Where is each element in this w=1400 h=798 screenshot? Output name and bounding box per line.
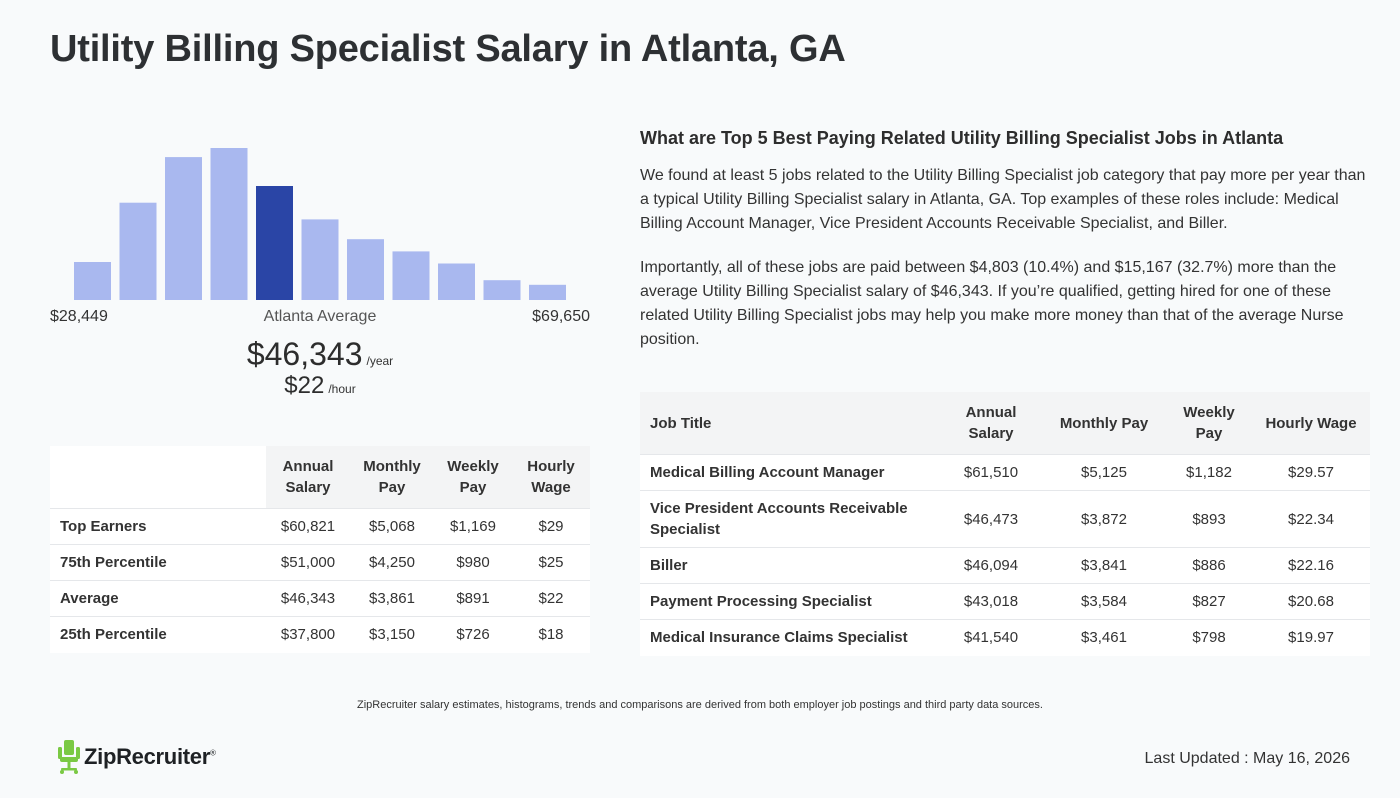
ziprecruiter-logo[interactable]: ZipRecruiter® [58, 740, 216, 774]
hourly-cell: $19.97 [1252, 619, 1370, 656]
hourly-cell: $29.57 [1252, 454, 1370, 491]
histogram-bar [392, 251, 430, 300]
annual-cell: $46,343 [266, 580, 350, 617]
hourly-cell: $22.34 [1252, 490, 1370, 548]
table-row: 75th Percentile $51,000 $4,250 $980 $25 [50, 544, 590, 581]
hourly-cell: $29 [512, 508, 590, 545]
jobs-header-title: Job Title [640, 392, 940, 455]
table-row: Vice President Accounts Receivable Speci… [640, 490, 1370, 548]
table-row: Average $46,343 $3,861 $891 $22 [50, 580, 590, 617]
monthly-cell: $3,461 [1042, 619, 1166, 656]
percentile-header-annual: Annual Salary [266, 446, 350, 509]
annual-salary-value: $46,343 [246, 336, 363, 372]
annual-cell: $60,821 [266, 508, 350, 545]
percentile-table: Annual Salary Monthly Pay Weekly Pay Hou… [50, 446, 590, 653]
percentile-label: 75th Percentile [50, 544, 266, 581]
related-jobs-paragraph-1: We found at least 5 jobs related to the … [640, 167, 1366, 232]
percentile-header-monthly: Monthly Pay [350, 446, 434, 509]
annual-salary-unit: /year [366, 354, 394, 368]
weekly-cell: $1,182 [1166, 454, 1252, 491]
weekly-cell: $726 [434, 616, 512, 653]
percentile-label: 25th Percentile [50, 616, 266, 653]
annual-cell: $41,540 [940, 619, 1042, 656]
hourly-salary-display: $22/hour [50, 372, 590, 400]
weekly-cell: $891 [434, 580, 512, 617]
monthly-cell: $5,125 [1042, 454, 1166, 491]
table-row: Payment Processing Specialist $43,018 $3… [640, 583, 1370, 620]
histogram-bar [210, 148, 248, 300]
percentile-header-blank [50, 446, 266, 509]
table-row: Medical Billing Account Manager $61,510 … [640, 454, 1370, 491]
monthly-cell: $3,150 [350, 616, 434, 653]
annual-cell: $37,800 [266, 616, 350, 653]
annual-cell: $46,094 [940, 547, 1042, 584]
related-jobs-heading: What are Top 5 Best Paying Related Utili… [640, 128, 1284, 148]
job-title-cell: Vice President Accounts Receivable Speci… [640, 490, 940, 548]
hourly-salary-value: $22 [284, 372, 325, 399]
jobs-header-monthly: Monthly Pay [1042, 392, 1166, 455]
monthly-cell: $3,861 [350, 580, 434, 617]
hourly-cell: $18 [512, 616, 590, 653]
page-title: Utility Billing Specialist Salary in Atl… [50, 28, 846, 70]
percentile-header-hourly: Hourly Wage [512, 446, 590, 509]
monthly-cell: $3,841 [1042, 547, 1166, 584]
histogram-bar [529, 284, 566, 300]
job-title-cell: Payment Processing Specialist [640, 583, 940, 620]
histogram-min-label: $28,449 [50, 308, 108, 325]
annual-salary-display: $46,343/year [50, 336, 590, 373]
histogram-bar [483, 280, 521, 300]
histogram-bar [438, 263, 475, 300]
monthly-cell: $3,584 [1042, 583, 1166, 620]
hourly-cell: $20.68 [1252, 583, 1370, 620]
salary-histogram [50, 140, 590, 300]
weekly-cell: $1,169 [434, 508, 512, 545]
weekly-cell: $827 [1166, 583, 1252, 620]
related-jobs-paragraph-2: Importantly, all of these jobs are paid … [640, 259, 1344, 348]
annual-cell: $43,018 [940, 583, 1042, 620]
data-source-disclaimer: ZipRecruiter salary estimates, histogram… [357, 699, 1043, 711]
hourly-cell: $22.16 [1252, 547, 1370, 584]
percentile-label: Top Earners [50, 508, 266, 545]
histogram-chart [74, 148, 566, 300]
jobs-header-annual: Annual Salary [940, 392, 1042, 455]
last-updated: Last Updated : May 16, 2026 [1144, 750, 1350, 767]
weekly-cell: $798 [1166, 619, 1252, 656]
histogram-bar [165, 157, 202, 300]
hourly-cell: $22 [512, 580, 590, 617]
registered-mark: ® [209, 748, 216, 758]
table-row: Medical Insurance Claims Specialist $41,… [640, 619, 1370, 656]
histogram-max-label: $69,650 [532, 308, 590, 325]
annual-cell: $46,473 [940, 490, 1042, 548]
job-title-cell: Medical Insurance Claims Specialist [640, 619, 940, 656]
job-title-cell: Biller [640, 547, 940, 584]
weekly-cell: $893 [1166, 490, 1252, 548]
job-title-cell: Medical Billing Account Manager [640, 454, 940, 491]
histogram-bar [347, 239, 384, 300]
related-jobs-table: Job Title Annual Salary Monthly Pay Week… [640, 392, 1370, 656]
monthly-cell: $3,872 [1042, 490, 1166, 548]
table-row: Biller $46,094 $3,841 $886 $22.16 [640, 547, 1370, 584]
histogram-bar [74, 262, 111, 300]
histogram-bar [119, 202, 157, 300]
histogram-bar-average [256, 186, 293, 300]
chair-icon [58, 740, 80, 774]
hourly-salary-unit: /hour [328, 382, 356, 396]
weekly-cell: $886 [1166, 547, 1252, 584]
monthly-cell: $4,250 [350, 544, 434, 581]
annual-cell: $51,000 [266, 544, 350, 581]
histogram-average-label: Atlanta Average [263, 308, 377, 325]
histogram-bar [301, 219, 339, 300]
table-row: Top Earners $60,821 $5,068 $1,169 $29 [50, 508, 590, 545]
percentile-label: Average [50, 580, 266, 617]
jobs-header-hourly: Hourly Wage [1252, 392, 1370, 455]
weekly-cell: $980 [434, 544, 512, 581]
monthly-cell: $5,068 [350, 508, 434, 545]
annual-cell: $61,510 [940, 454, 1042, 491]
hourly-cell: $25 [512, 544, 590, 581]
percentile-header-weekly: Weekly Pay [434, 446, 512, 509]
table-row: 25th Percentile $37,800 $3,150 $726 $18 [50, 616, 590, 653]
logo-text: ZipRecruiter® [84, 744, 216, 769]
jobs-header-weekly: Weekly Pay [1166, 392, 1252, 455]
